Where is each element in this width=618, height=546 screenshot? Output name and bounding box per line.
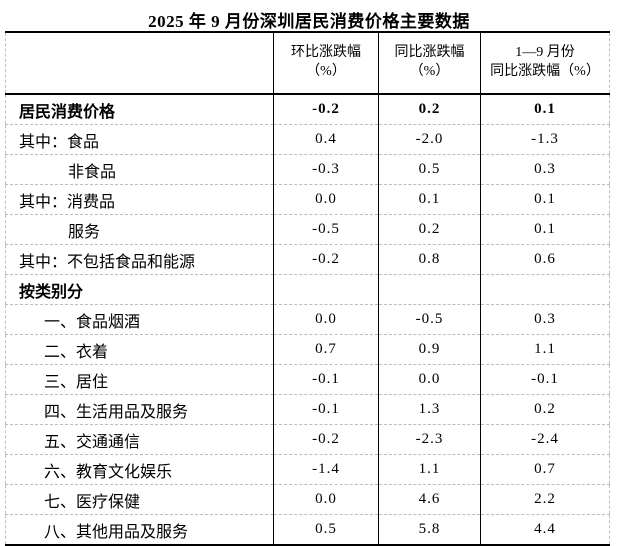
cell-value: 0.6 [480, 244, 610, 275]
cell-value: -0.2 [273, 93, 379, 125]
cell-value [273, 274, 379, 305]
cell-value: 0.2 [378, 93, 481, 125]
cell-value: -0.1 [273, 394, 379, 425]
cell-value [480, 274, 610, 305]
table-row: 服务 -0.5 0.2 0.1 [5, 214, 610, 245]
row-label: 按类别分 [5, 274, 274, 305]
cell-value: 2.2 [480, 484, 610, 515]
row-label: 五、交通通信 [5, 424, 274, 455]
cell-value: 0.7 [273, 334, 379, 365]
row-label: 二、衣着 [5, 334, 274, 365]
cell-value: 0.0 [273, 184, 379, 215]
row-label: 居民消费价格 [5, 93, 274, 125]
cell-value: 0.3 [480, 154, 610, 185]
cell-value: 0.9 [378, 334, 481, 365]
cell-value: -1.4 [273, 454, 379, 485]
cell-value: -0.2 [273, 244, 379, 275]
table-row: 七、医疗保健 0.0 4.6 2.2 [5, 484, 610, 515]
cell-value: -2.0 [378, 124, 481, 155]
cell-value: 0.2 [480, 394, 610, 425]
row-label: 八、其他用品及服务 [5, 514, 274, 545]
cell-value: 0.7 [480, 454, 610, 485]
cell-value: -0.1 [480, 364, 610, 395]
row-label: 服务 [5, 214, 274, 245]
cell-value: 4.4 [480, 514, 610, 545]
cell-value: 0.0 [273, 484, 379, 515]
cell-value: 0.0 [273, 304, 379, 335]
col-header-yoy-line2: （%） [409, 64, 450, 79]
cell-value: 0.1 [480, 214, 610, 245]
table-row: 一、食品烟酒 0.0 -0.5 0.3 [5, 304, 610, 335]
cell-value: 1.3 [378, 394, 481, 425]
cell-value: 0.8 [378, 244, 481, 275]
row-label: 其中：不包括食品和能源 [5, 244, 274, 275]
table-row: 二、衣着 0.7 0.9 1.1 [5, 334, 610, 365]
table-row: 其中：消费品 0.0 0.1 0.1 [5, 184, 610, 215]
cell-value: 0.1 [378, 184, 481, 215]
cell-value: 0.5 [273, 514, 379, 545]
cpi-data-table: 环比涨跌幅 （%） 同比涨跌幅 （%） 1—9 月份 同比涨跌幅（%） 居民消费… [5, 31, 610, 546]
table-row: 三、居住 -0.1 0.0 -0.1 [5, 364, 610, 395]
header-row: 环比涨跌幅 （%） 同比涨跌幅 （%） 1—9 月份 同比涨跌幅（%） [5, 32, 610, 95]
table-row: 八、其他用品及服务 0.5 5.8 4.4 [5, 514, 610, 545]
cell-value: -0.1 [273, 364, 379, 395]
cell-value [378, 274, 481, 305]
table-row: 四、生活用品及服务 -0.1 1.3 0.2 [5, 394, 610, 425]
col-header-yoy-line1: 同比涨跌幅 [394, 45, 465, 61]
cell-value: -2.4 [480, 424, 610, 455]
cell-value: 0.4 [273, 124, 379, 155]
table-row: 六、教育文化娱乐 -1.4 1.1 0.7 [5, 454, 610, 485]
col-header-ytd-line1: 1—9 月份 [515, 45, 575, 61]
cell-value: 1.1 [378, 454, 481, 485]
row-label: 六、教育文化娱乐 [5, 454, 274, 485]
table-row: 其中：食品 0.4 -2.0 -1.3 [5, 124, 610, 155]
table-row: 居民消费价格 -0.2 0.2 0.1 [5, 93, 610, 125]
cell-value: -0.2 [273, 424, 379, 455]
cell-value: -0.5 [273, 214, 379, 245]
col-header-mom-line1: 环比涨跌幅 [291, 45, 361, 61]
table-row: 五、交通通信 -0.2 -2.3 -2.4 [5, 424, 610, 455]
col-header-mom-change: 环比涨跌幅 （%） [273, 32, 379, 95]
cell-value: 5.8 [378, 514, 481, 545]
cell-value: -0.3 [273, 154, 379, 185]
cell-value: -0.5 [378, 304, 481, 335]
cell-value: 0.2 [378, 214, 481, 245]
row-label: 四、生活用品及服务 [5, 394, 274, 425]
cell-value: -1.3 [480, 124, 610, 155]
row-label: 非食品 [5, 154, 274, 185]
col-header-ytd-yoy-change: 1—9 月份 同比涨跌幅（%） [480, 32, 610, 95]
cell-value: 0.5 [378, 154, 481, 185]
cell-value: -2.3 [378, 424, 481, 455]
cell-value: 4.6 [378, 484, 481, 515]
col-header-mom-line2: （%） [306, 64, 346, 79]
table-row: 非食品 -0.3 0.5 0.3 [5, 154, 610, 185]
col-header-ytd-line2: 同比涨跌幅（%） [490, 64, 600, 79]
row-label: 其中：食品 [5, 124, 274, 155]
cell-value: 0.3 [480, 304, 610, 335]
cell-value: 1.1 [480, 334, 610, 365]
page-title: 2025 年 9 月份深圳居民消费价格主要数据 [148, 12, 470, 31]
row-label: 其中：消费品 [5, 184, 274, 215]
row-label: 三、居住 [5, 364, 274, 395]
col-header-yoy-change: 同比涨跌幅 （%） [378, 32, 481, 95]
cell-value: 0.1 [480, 93, 610, 125]
table-row: 按类别分 [5, 274, 610, 305]
table-body: 居民消费价格 -0.2 0.2 0.1 其中：食品 0.4 -2.0 -1.3 非食品 -0.3 0… [5, 93, 610, 545]
row-label: 一、食品烟酒 [5, 304, 274, 335]
table-row: 其中：不包括食品和能源 -0.2 0.8 0.6 [5, 244, 610, 275]
cell-value: 0.0 [378, 364, 481, 395]
corner-cell [5, 32, 274, 95]
cell-value: 0.1 [480, 184, 610, 215]
row-label: 七、医疗保健 [5, 484, 274, 515]
